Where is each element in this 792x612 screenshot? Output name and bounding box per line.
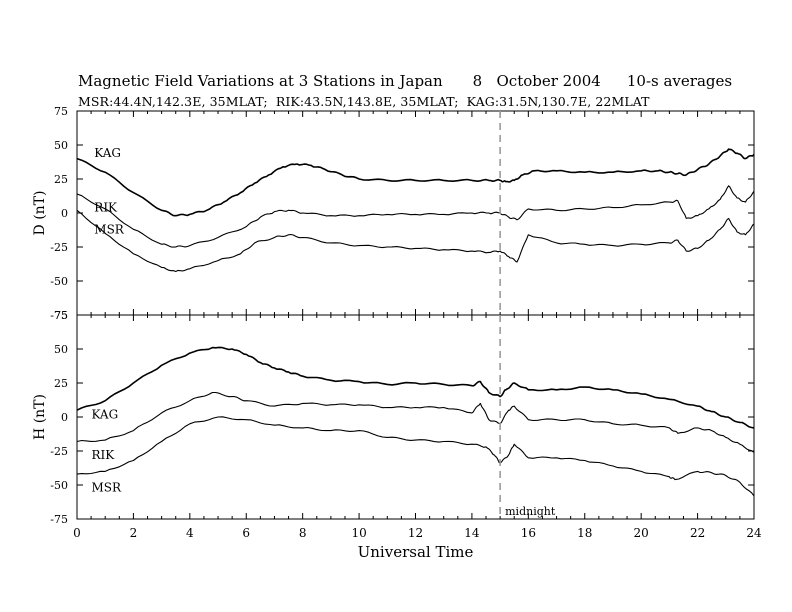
- y-tick-label: -25: [50, 241, 68, 254]
- panel-d: 75 50 25 0 -25 -50 -75 D (nT) KAG RIK MSR: [32, 105, 755, 322]
- y-tick-label: -50: [50, 479, 68, 492]
- title-averaging: 10-s averages: [626, 72, 733, 90]
- station-coordinates: MSR:44.4N,142.3E, 35MLAT; RIK:43.5N,143.…: [78, 94, 650, 109]
- y-tick-label: 75: [54, 309, 68, 322]
- title-date: 8 October 2004: [472, 72, 601, 90]
- x-tick-label: 22: [690, 526, 705, 540]
- plot-frame: [76, 110, 755, 316]
- x-tick-label: 8: [299, 526, 307, 540]
- y-tick-label: 25: [54, 173, 68, 186]
- y-tick-label: -75: [50, 513, 68, 526]
- y-tick-label: 25: [54, 377, 68, 390]
- x-tick-label: 2: [130, 526, 138, 540]
- y-tick-label: 50: [54, 343, 68, 356]
- y-tick-label: -75: [50, 309, 68, 322]
- series-line-rik: [76, 391, 755, 453]
- plot-frame: [76, 314, 755, 520]
- x-tick-label: 20: [634, 526, 649, 540]
- series-label-kag: KAG: [94, 146, 121, 160]
- x-tick-label: 0: [73, 526, 81, 540]
- x-tick-label: 16: [521, 526, 536, 540]
- series-line-kag: [76, 148, 755, 217]
- y-tick-label: -50: [50, 275, 68, 288]
- midnight-label: midnight: [505, 505, 556, 518]
- series-line-kag: [76, 346, 755, 429]
- y-axis-label: H (nT): [32, 394, 48, 440]
- series-label-msr: MSR: [94, 222, 125, 236]
- x-tick-label: 4: [186, 526, 194, 540]
- series-label-msr: MSR: [91, 481, 122, 495]
- y-tick-label: 0: [61, 207, 68, 220]
- y-tick-label: 50: [54, 139, 68, 152]
- x-tick-label: 6: [242, 526, 250, 540]
- series-label-kag: KAG: [91, 407, 118, 421]
- y-axis-label: D (nT): [32, 191, 48, 236]
- x-tick-label: 18: [577, 526, 592, 540]
- x-tick-label: 12: [408, 526, 423, 540]
- y-tick-label: 75: [54, 105, 68, 118]
- series-label-rik: RIK: [91, 448, 115, 462]
- series-label-rik: RIK: [94, 201, 118, 215]
- x-tick-label: 24: [746, 526, 762, 540]
- y-tick-label: 0: [61, 411, 68, 424]
- x-tick-label: 14: [464, 526, 480, 540]
- series-line-msr: [76, 209, 755, 273]
- x-tick-label: 10: [351, 526, 366, 540]
- series-line-rik: [76, 185, 755, 248]
- y-tick-label: -25: [50, 445, 68, 458]
- title-main: Magnetic Field Variations at 3 Stations …: [78, 72, 443, 90]
- x-axis-label: Universal Time: [358, 543, 474, 561]
- series-line-msr: [76, 416, 755, 497]
- chart-title: Magnetic Field Variations at 3 Stations …: [78, 72, 732, 90]
